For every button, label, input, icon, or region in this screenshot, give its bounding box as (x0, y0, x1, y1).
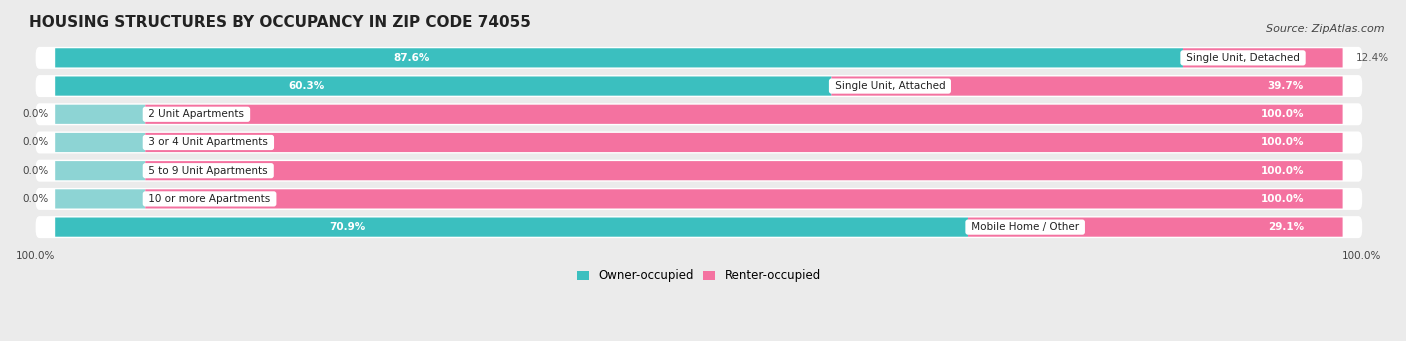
FancyBboxPatch shape (55, 189, 145, 208)
Text: Source: ZipAtlas.com: Source: ZipAtlas.com (1267, 24, 1385, 34)
FancyBboxPatch shape (1182, 48, 1343, 68)
Text: 100.0%: 100.0% (1261, 166, 1303, 176)
Text: Mobile Home / Other: Mobile Home / Other (967, 222, 1083, 232)
Text: 0.0%: 0.0% (22, 137, 49, 148)
Text: 0.0%: 0.0% (22, 109, 49, 119)
Text: 0.0%: 0.0% (22, 194, 49, 204)
Text: HOUSING STRUCTURES BY OCCUPANCY IN ZIP CODE 74055: HOUSING STRUCTURES BY OCCUPANCY IN ZIP C… (30, 15, 531, 30)
Text: 100.0%: 100.0% (1261, 109, 1303, 119)
FancyBboxPatch shape (55, 161, 145, 180)
FancyBboxPatch shape (35, 47, 1362, 69)
FancyBboxPatch shape (55, 76, 831, 96)
Text: 3 or 4 Unit Apartments: 3 or 4 Unit Apartments (145, 137, 271, 148)
Text: 39.7%: 39.7% (1268, 81, 1303, 91)
FancyBboxPatch shape (55, 48, 1182, 68)
FancyBboxPatch shape (145, 189, 1343, 208)
FancyBboxPatch shape (145, 133, 1343, 152)
Text: 87.6%: 87.6% (394, 53, 430, 63)
FancyBboxPatch shape (55, 105, 145, 124)
Text: 100.0%: 100.0% (1261, 194, 1303, 204)
FancyBboxPatch shape (831, 76, 1343, 96)
FancyBboxPatch shape (35, 160, 1362, 182)
FancyBboxPatch shape (967, 218, 1343, 237)
FancyBboxPatch shape (55, 133, 145, 152)
Text: 29.1%: 29.1% (1268, 222, 1303, 232)
FancyBboxPatch shape (145, 105, 1343, 124)
Text: Single Unit, Attached: Single Unit, Attached (831, 81, 949, 91)
FancyBboxPatch shape (35, 132, 1362, 153)
Text: 5 to 9 Unit Apartments: 5 to 9 Unit Apartments (145, 166, 271, 176)
Text: 100.0%: 100.0% (1261, 137, 1303, 148)
Text: 12.4%: 12.4% (1355, 53, 1389, 63)
Text: 2 Unit Apartments: 2 Unit Apartments (145, 109, 247, 119)
FancyBboxPatch shape (35, 75, 1362, 97)
FancyBboxPatch shape (35, 103, 1362, 125)
FancyBboxPatch shape (55, 218, 967, 237)
Text: 70.9%: 70.9% (329, 222, 366, 232)
FancyBboxPatch shape (35, 216, 1362, 238)
Text: 0.0%: 0.0% (22, 166, 49, 176)
Text: 10 or more Apartments: 10 or more Apartments (145, 194, 274, 204)
FancyBboxPatch shape (35, 188, 1362, 210)
Text: Single Unit, Detached: Single Unit, Detached (1182, 53, 1303, 63)
Text: 60.3%: 60.3% (288, 81, 325, 91)
FancyBboxPatch shape (145, 161, 1343, 180)
Legend: Owner-occupied, Renter-occupied: Owner-occupied, Renter-occupied (572, 264, 825, 287)
